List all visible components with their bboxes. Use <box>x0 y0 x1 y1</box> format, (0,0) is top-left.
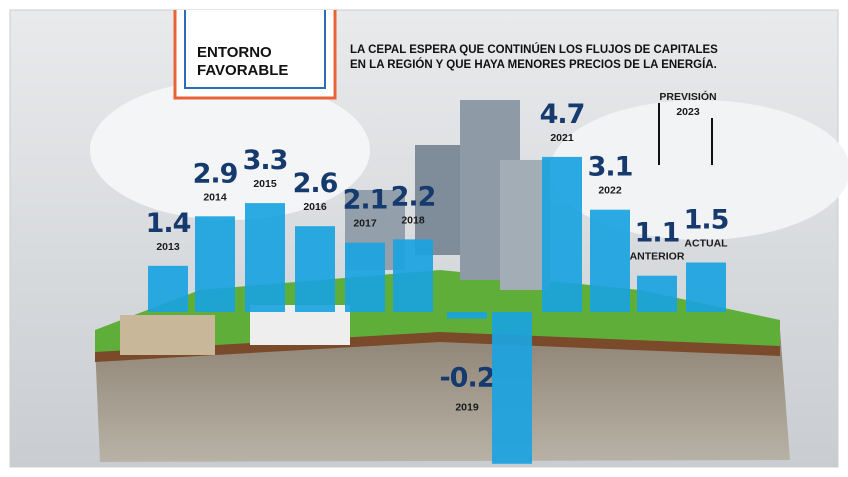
value-label: -0.2 <box>439 363 494 394</box>
title: FAVORABLE <box>197 62 288 79</box>
category-label: 2014 <box>203 191 227 203</box>
bar <box>345 242 385 312</box>
title-box-inner <box>184 10 326 89</box>
value-label: 2.1 <box>343 185 388 216</box>
bar <box>245 203 285 312</box>
value-label: 3.3 <box>243 145 288 176</box>
subtitle: EN LA REGIÓN Y QUE HAYA MENORES PRECIOS … <box>350 58 717 71</box>
building <box>415 145 460 255</box>
value-label: 3.1 <box>588 152 633 183</box>
value-label: 2.2 <box>391 181 436 212</box>
cliff <box>95 318 790 462</box>
building <box>500 160 550 290</box>
value-label: 2.6 <box>293 168 338 199</box>
bar <box>148 265 188 312</box>
category-label: ACTUAL <box>684 238 728 250</box>
title: ENTORNO <box>197 44 272 61</box>
bar <box>295 226 335 312</box>
bar <box>492 312 532 464</box>
value-label: 4.7 <box>540 99 585 130</box>
category-label: 2022 <box>598 185 622 197</box>
bar <box>393 239 433 312</box>
soil <box>95 332 780 362</box>
bar <box>686 262 726 312</box>
category-label: 2017 <box>353 218 377 230</box>
value-label: 1.4 <box>146 208 191 239</box>
cloud <box>550 100 848 240</box>
bar <box>542 156 582 312</box>
category-label: 2016 <box>303 201 327 213</box>
category-label: 2013 <box>156 241 180 253</box>
category-label: 2018 <box>401 214 425 226</box>
annotation: PREVISIÓN <box>659 90 716 103</box>
bar <box>637 275 677 312</box>
building <box>120 315 215 355</box>
category-label: 2019 <box>455 402 479 414</box>
bar <box>590 209 630 312</box>
bar <box>195 216 235 312</box>
bar <box>447 312 487 319</box>
category-label: ANTERIOR <box>630 251 685 263</box>
subtitle: LA CEPAL ESPERA QUE CONTINÚEN LOS FLUJOS… <box>350 43 718 56</box>
annotation: 2023 <box>676 106 700 118</box>
category-label: 2015 <box>253 178 277 190</box>
category-label: 2021 <box>550 132 574 144</box>
value-label: 1.5 <box>684 205 729 236</box>
cloud <box>90 80 370 220</box>
value-label: 2.9 <box>193 158 238 189</box>
title-box <box>173 10 337 100</box>
value-label: 1.1 <box>635 218 680 249</box>
